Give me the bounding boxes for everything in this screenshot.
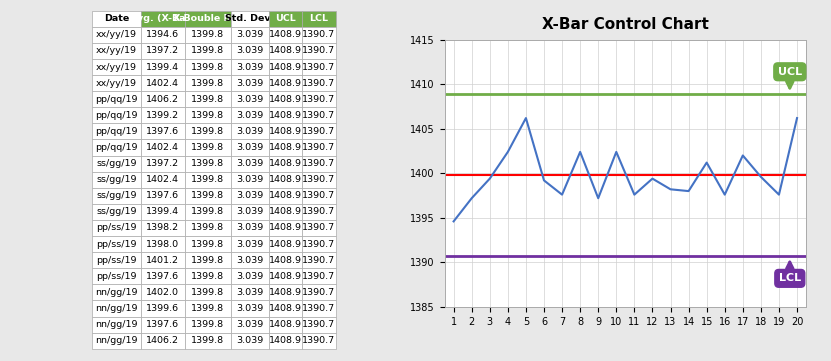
Avg. (X-Bar) bbox=[756, 175, 766, 179]
Text: UCL: UCL bbox=[778, 67, 802, 88]
Avg. (X-Bar) bbox=[557, 192, 567, 197]
Avg. (X-Bar) bbox=[684, 189, 694, 193]
Avg. (X-Bar) bbox=[467, 196, 477, 200]
Avg. (X-Bar) bbox=[539, 178, 549, 183]
Title: X-Bar Control Chart: X-Bar Control Chart bbox=[542, 17, 709, 32]
UCL bbox=[430, 92, 440, 96]
Avg. (X-Bar) bbox=[503, 150, 513, 154]
X-Bouble Bar bbox=[449, 173, 459, 177]
Avg. (X-Bar) bbox=[701, 160, 711, 165]
Avg. (X-Bar) bbox=[666, 187, 676, 191]
Avg. (X-Bar) bbox=[629, 192, 639, 197]
Avg. (X-Bar) bbox=[521, 116, 531, 120]
Avg. (X-Bar) bbox=[738, 153, 748, 158]
X-Bouble Bar bbox=[430, 173, 440, 177]
Avg. (X-Bar) bbox=[575, 150, 585, 154]
Line: Avg. (X-Bar): Avg. (X-Bar) bbox=[454, 118, 797, 221]
LCL bbox=[430, 254, 440, 258]
Avg. (X-Bar) bbox=[449, 219, 459, 223]
Text: LCL: LCL bbox=[779, 262, 801, 283]
Avg. (X-Bar) bbox=[720, 192, 730, 197]
UCL bbox=[449, 92, 459, 96]
Avg. (X-Bar) bbox=[792, 116, 802, 120]
LCL bbox=[449, 254, 459, 258]
Avg. (X-Bar) bbox=[647, 177, 657, 181]
Avg. (X-Bar) bbox=[774, 192, 784, 197]
Avg. (X-Bar) bbox=[612, 150, 622, 154]
Avg. (X-Bar) bbox=[593, 196, 603, 200]
Avg. (X-Bar) bbox=[484, 177, 494, 181]
